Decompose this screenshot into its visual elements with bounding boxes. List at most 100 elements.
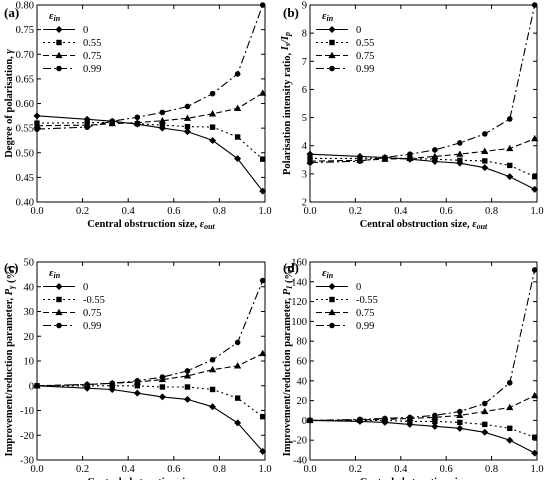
data-point: [407, 418, 413, 425]
y-axis-label: Degree of polarisation, γ: [4, 49, 15, 158]
data-point: [234, 71, 241, 77]
y-tick-label: 50: [24, 258, 35, 269]
series-0.75: [306, 134, 539, 164]
data-point: [531, 185, 539, 193]
x-tick-label: 0.4: [122, 464, 136, 475]
data-point: [357, 158, 363, 164]
x-axis-label: Central obstruction size, εout: [87, 219, 215, 231]
data-point: [134, 383, 141, 389]
data-point: [481, 407, 489, 415]
chart-panel-3: (c) 0.0 0.2 0.4 0.6 0.8 1.0 -30 -20 -10 0 10 20 30 40 5…: [4, 258, 272, 480]
x-tick-label: 0.8: [213, 464, 226, 475]
x-tick-label: 0.6: [440, 206, 453, 217]
y-tick-label: -20: [293, 436, 307, 447]
legend-marker: [328, 26, 336, 33]
data-point: [457, 157, 463, 164]
data-point: [209, 90, 216, 97]
data-point: [133, 118, 141, 126]
x-tick-label: 1.0: [530, 464, 543, 475]
x-tick-label: 0.0: [303, 464, 316, 475]
y-tick-label: 7: [302, 57, 307, 68]
legend-marker: [328, 283, 336, 290]
y-tick-label: 3: [302, 169, 307, 180]
data-point: [506, 173, 514, 181]
data-point: [532, 434, 538, 440]
data-point: [531, 391, 539, 399]
series-line: [309, 138, 535, 162]
data-point: [159, 109, 166, 116]
legend-title: εin: [49, 10, 61, 23]
legend-entry: 0: [356, 282, 361, 293]
legend-marker: [328, 51, 336, 59]
series-line: [309, 153, 535, 190]
plot-frame: [309, 4, 538, 203]
y-tick-label: 20: [24, 332, 35, 343]
data-point: [307, 159, 313, 166]
y-tick-label: 80: [297, 337, 308, 348]
x-tick-label: 0.0: [30, 464, 43, 475]
series-0.99: [307, 267, 538, 424]
series-0: [33, 112, 267, 195]
data-point: [481, 164, 489, 172]
legend-entry: 0: [83, 25, 88, 36]
legend-marker: [328, 308, 336, 316]
legend-title: εin: [322, 267, 334, 280]
data-point: [456, 411, 464, 419]
data-point: [482, 421, 488, 428]
data-point: [109, 118, 116, 125]
y-tick-label: 6: [302, 85, 307, 96]
data-point: [481, 400, 488, 407]
data-point: [234, 395, 241, 401]
data-point: [431, 152, 439, 160]
data-point: [407, 414, 413, 421]
panel-label: (d): [283, 260, 299, 275]
y-tick-label: 160: [291, 258, 307, 269]
data-point: [457, 408, 463, 415]
data-point: [457, 419, 463, 426]
data-point: [133, 389, 141, 397]
data-point: [531, 134, 539, 142]
data-point: [259, 187, 267, 195]
chart-panel-4: (d) 0.0 0.2 0.4 0.6 0.8 1.0 -40 -20 0 20 40 60 80 100 1…: [282, 258, 544, 480]
legend-entry: 0.55: [356, 38, 374, 49]
data-point: [234, 134, 241, 140]
data-point: [208, 110, 217, 117]
data-point: [407, 151, 413, 157]
data-point: [506, 144, 514, 152]
data-point: [432, 418, 438, 425]
x-tick-label: 0.2: [349, 206, 362, 217]
x-tick-label: 0.2: [349, 464, 362, 475]
y-tick-label: 10: [24, 357, 35, 368]
panel-label: (c): [4, 260, 18, 275]
x-axis-label: Central obstruction size, εout: [87, 477, 215, 480]
series-line: [309, 419, 535, 454]
data-point: [158, 393, 166, 401]
data-point: [234, 419, 242, 427]
data-point: [209, 136, 217, 144]
data-point: [357, 416, 363, 423]
y-tick-label: 2: [302, 198, 307, 209]
data-point: [234, 339, 241, 346]
legend-marker: [56, 39, 62, 46]
legend-marker: [329, 296, 335, 303]
legend-marker: [56, 65, 62, 72]
data-point: [307, 417, 313, 424]
y-tick-label: 4: [302, 141, 308, 152]
y-tick-label: 0.75: [16, 25, 34, 36]
series-line: [36, 280, 264, 387]
legend-marker: [56, 296, 62, 303]
data-point: [432, 147, 438, 153]
legend-entry: 0: [356, 25, 361, 36]
legend-marker: [329, 322, 335, 329]
x-axis-label: Central obstruction size, εout: [360, 477, 488, 480]
legend-marker: [55, 26, 63, 33]
data-point: [506, 379, 513, 386]
data-point: [406, 154, 414, 161]
data-point: [209, 356, 216, 363]
x-tick-label: 1.0: [530, 206, 543, 217]
data-point: [33, 112, 41, 120]
series-0: [306, 416, 539, 457]
data-point: [532, 173, 538, 180]
y-tick-label: 0.45: [16, 173, 34, 184]
y-tick-label: 140: [291, 277, 307, 288]
